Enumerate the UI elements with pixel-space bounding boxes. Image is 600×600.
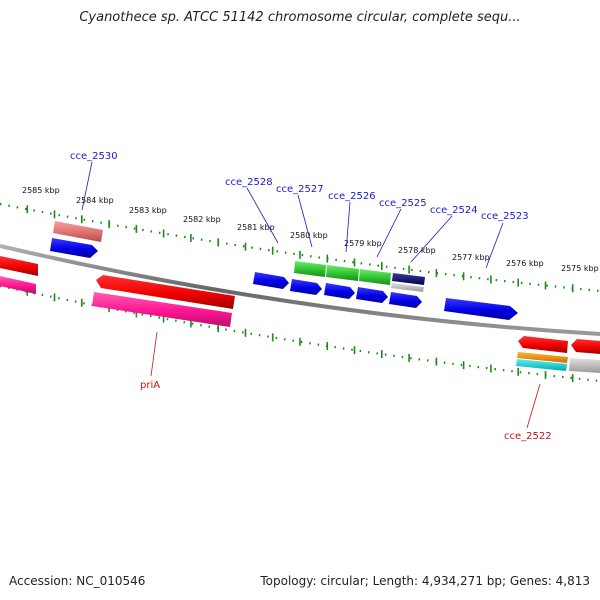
scale-labels: 2585 kbp 2584 kbp 2583 kbp 2582 kbp 2581…	[22, 186, 599, 273]
gene-arrow-pink[interactable]	[0, 276, 36, 294]
accession-text: Accession: NC_010546	[9, 574, 146, 588]
gene-box-green[interactable]	[359, 269, 391, 285]
gene-arrow-blue[interactable]	[444, 298, 518, 320]
gene-label-cce-2523[interactable]: cce_2523	[481, 211, 529, 222]
gene-box-navy[interactable]	[392, 273, 425, 285]
gene-arrow-blue[interactable]	[50, 238, 98, 258]
gene-label-cce-2524[interactable]: cce_2524	[430, 205, 478, 216]
feature-cluster-right	[516, 336, 600, 373]
gene-box-cyan[interactable]	[516, 359, 567, 371]
scale-label: 2575 kbp	[561, 264, 599, 273]
gene-box-orange[interactable]	[517, 352, 568, 363]
gene-box-lightred[interactable]	[53, 221, 103, 242]
scale-label: 2576 kbp	[506, 259, 544, 268]
outer-scale-track	[0, 202, 600, 293]
gene-box-green[interactable]	[294, 261, 326, 277]
inner-scale-dots	[0, 284, 600, 383]
scale-label: 2582 kbp	[183, 215, 221, 224]
gene-arrow-blue[interactable]	[253, 272, 289, 289]
outer-scale-dots	[0, 202, 600, 293]
gene-label-cce-2530[interactable]: cce_2530	[70, 151, 118, 162]
scale-label: 2585 kbp	[22, 186, 60, 195]
scale-label: 2577 kbp	[452, 253, 490, 262]
gene-arrow-blue[interactable]	[389, 292, 422, 308]
topology-text: Topology: circular; Length: 4,934,271 bp…	[260, 574, 590, 588]
inner-scale-track	[0, 284, 600, 383]
gene-arrow-blue[interactable]	[290, 279, 322, 295]
gene-arrow-red[interactable]	[571, 339, 600, 354]
gene-arrow-blue[interactable]	[356, 287, 388, 303]
gene-label-pria[interactable]: priA	[140, 380, 160, 391]
scale-label: 2581 kbp	[237, 223, 275, 232]
gene-label-cce-2527[interactable]: cce_2527	[276, 184, 324, 195]
gene-arrow-red-pria[interactable]	[96, 275, 235, 309]
gene-arrow-blue[interactable]	[324, 283, 355, 299]
gene-label-cce-2528[interactable]: cce_2528	[225, 177, 273, 188]
gene-label-cce-2525[interactable]: cce_2525	[379, 198, 427, 209]
gene-label-cce-2526[interactable]: cce_2526	[328, 191, 376, 202]
gene-box-green[interactable]	[326, 265, 359, 281]
gene-box-gray[interactable]	[391, 283, 424, 292]
feature-cluster-left	[0, 221, 235, 327]
scale-label: 2583 kbp	[129, 206, 167, 215]
chromosome-backbone	[0, 244, 600, 336]
gene-box-gray[interactable]	[569, 358, 600, 373]
scale-label: 2584 kbp	[76, 196, 114, 205]
gene-label-cce-2522[interactable]: cce_2522	[504, 431, 552, 442]
gene-arrow-red[interactable]	[518, 336, 568, 353]
map-title: Cyanothece sp. ATCC 51142 chromosome cir…	[79, 10, 521, 25]
outer-major-ticks	[26, 205, 574, 293]
gene-arrow-red[interactable]	[0, 256, 38, 276]
scale-label: 2579 kbp	[344, 239, 382, 248]
gene-labels: cce_2530 cce_2528 cce_2527 cce_2526 cce_…	[70, 151, 552, 442]
scale-label: 2578 kbp	[398, 246, 436, 255]
gene-box-magenta[interactable]	[92, 292, 232, 327]
feature-cluster-middle	[253, 261, 518, 320]
label-leader-lines	[81, 161, 541, 429]
